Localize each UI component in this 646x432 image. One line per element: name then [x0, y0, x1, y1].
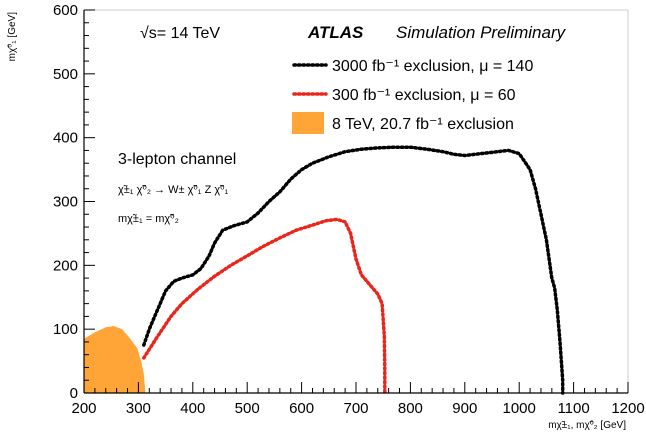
x-tick-label: 500 [235, 400, 260, 417]
legend-label-8tev: 8 TeV, 20.7 fb⁻¹ exclusion [332, 116, 514, 133]
energy-label: √s= 14 TeV [140, 25, 220, 42]
series-3000-fb-contour [142, 145, 565, 395]
x-tick-label: 600 [289, 400, 314, 417]
y-tick-label: 200 [53, 257, 78, 274]
y-axis-ticks: 0 100 200 300 400 500 600 [53, 2, 95, 402]
x-tick-label: 700 [343, 400, 368, 417]
series-8tev-excluded-region [84, 326, 146, 393]
x-tick-label: 900 [452, 400, 477, 417]
y-tick-label: 500 [53, 66, 78, 83]
y-tick-label: 0 [70, 385, 78, 402]
mass-relation-label: mχ̃±₁ = mχ̃⁰₂ [118, 213, 179, 225]
legend-swatch-8tev [292, 112, 324, 134]
channel-label: 3-lepton channel [118, 151, 236, 168]
y-axis-label: mχ̃⁰₁ [GeV] [7, 12, 18, 62]
y-tick-label: 400 [53, 130, 78, 147]
x-tick-label: 800 [398, 400, 423, 417]
y-tick-label: 600 [53, 2, 78, 19]
legend: 3000 fb⁻¹ exclusion, μ = 140 300 fb⁻¹ ex… [292, 58, 533, 134]
x-tick-label: 200 [71, 400, 96, 417]
x-axis-ticks: 200 300 400 500 600 700 800 900 1000 1100 1200 [71, 382, 645, 417]
y-tick-label: 100 [53, 321, 78, 338]
x-axis-label: mχ̃±₁, mχ̃⁰₂ [GeV] [548, 420, 626, 431]
y-tick-label: 300 [53, 194, 78, 211]
legend-label-300: 300 fb⁻¹ exclusion, μ = 60 [332, 87, 516, 104]
process-label: χ̃±₁ χ̃⁰₂ → W± χ̃⁰₁ Z χ̃⁰₁ [118, 184, 229, 196]
x-tick-label: 1200 [611, 400, 644, 417]
simulation-preliminary-label: Simulation Preliminary [396, 23, 567, 42]
x-tick-label: 400 [180, 400, 205, 417]
x-tick-label: 1000 [503, 400, 536, 417]
atlas-label: ATLAS [307, 23, 364, 42]
series-300-fb-contour [142, 217, 387, 395]
plot-area [84, 145, 565, 395]
x-tick-label: 1100 [557, 400, 589, 417]
x-tick-label: 300 [126, 400, 151, 417]
legend-label-3000: 3000 fb⁻¹ exclusion, μ = 140 [332, 58, 533, 75]
